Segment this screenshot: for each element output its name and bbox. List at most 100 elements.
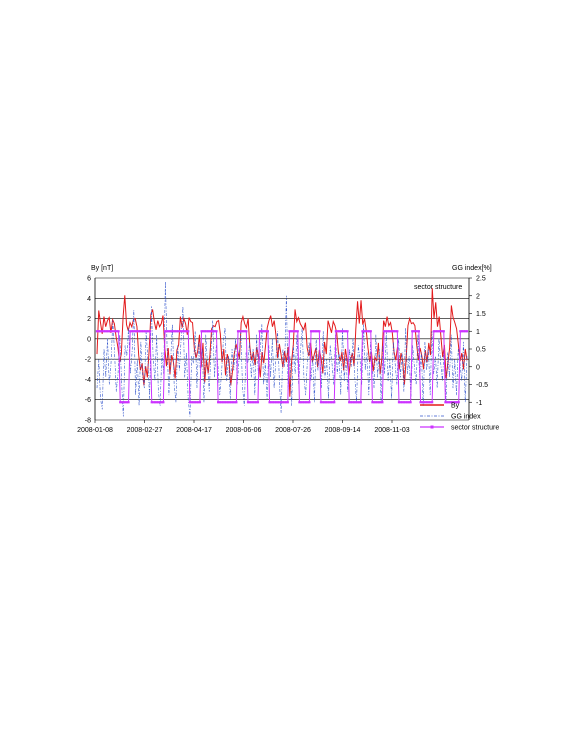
sector-structure-point xyxy=(457,401,460,404)
sector-structure-point xyxy=(238,330,241,333)
sector-structure-point xyxy=(299,401,303,404)
sector-structure-point xyxy=(231,401,235,404)
sector-structure-point xyxy=(246,401,250,404)
sector-structure-point xyxy=(387,330,391,333)
sector-structure-point xyxy=(273,401,276,404)
sector-structure-point xyxy=(333,401,336,404)
sector-structure-point xyxy=(363,330,366,333)
sector-structure-point xyxy=(107,330,110,333)
sector-structure-point xyxy=(139,330,142,333)
sector-structure-point xyxy=(127,401,130,404)
sector-structure-point xyxy=(165,330,168,333)
sector-structure-point xyxy=(404,401,407,404)
sector-structure-point xyxy=(371,401,374,404)
sector-structure-point xyxy=(286,401,289,404)
sector-structure-point xyxy=(236,330,240,333)
sector-structure-point xyxy=(427,401,430,404)
sector-structure-point xyxy=(271,401,274,404)
y-left-tick-label: -6 xyxy=(85,397,91,404)
sector-structure-point xyxy=(464,330,467,333)
sector-structure-point xyxy=(361,330,364,333)
sector-structure-point xyxy=(215,330,218,333)
sector-structure-point xyxy=(180,330,183,333)
sector-structure-point xyxy=(153,401,157,404)
sector-structure-point xyxy=(250,401,253,404)
sector-structure-point xyxy=(148,330,152,333)
sector-structure-point xyxy=(426,401,429,404)
sector-structure-point xyxy=(311,330,314,333)
sector-structure-point xyxy=(130,330,133,333)
sector-structure-point xyxy=(336,330,339,333)
sector-structure-point xyxy=(354,401,357,404)
y-right-tick-label: 1.5 xyxy=(476,311,486,318)
sector-structure-point xyxy=(308,401,311,404)
axes: 6 4 2 0 -2 -4 -6 -8 2.5 2 1.5 1 0.5 0 -0.5 -1 2008-01-08… xyxy=(77,276,488,435)
sector-structure-point xyxy=(434,330,437,333)
sector-structure-point xyxy=(329,401,333,404)
sector-structure-point xyxy=(158,401,162,404)
sector-structure-point xyxy=(381,401,384,404)
sector-structure-point xyxy=(414,330,417,333)
sector-structure-point xyxy=(163,330,167,333)
x-tick-label: 2008-01-08 xyxy=(77,427,113,434)
sector-structure-point xyxy=(157,401,160,404)
sector-structure-point xyxy=(454,401,457,404)
sector-structure-point xyxy=(323,401,326,404)
sector-structure-point xyxy=(369,330,372,333)
sector-structure-point xyxy=(392,330,396,333)
sector-structure-point xyxy=(447,401,450,404)
sector-structure-point xyxy=(95,330,99,333)
sector-structure-point xyxy=(432,330,435,333)
sector-structure-point xyxy=(366,330,369,333)
sector-structure-point xyxy=(198,401,201,404)
sector-structure-annotation: sector structure xyxy=(414,284,462,291)
x-tick-label: 2008-11-03 xyxy=(374,427,409,434)
sector-structure-point xyxy=(407,401,411,404)
y-right-tick-label: -0.5 xyxy=(476,382,488,389)
sector-structure-point xyxy=(160,401,163,404)
sector-structure-point xyxy=(112,330,115,333)
sector-structure-point xyxy=(348,401,351,404)
sector-structure-point xyxy=(197,401,200,404)
sector-structure-point xyxy=(168,330,172,333)
sector-structure-point xyxy=(150,401,153,404)
sector-structure-point xyxy=(409,401,412,404)
sector-structure-point xyxy=(382,330,386,333)
sector-structure-point xyxy=(331,401,334,404)
sector-structure-point xyxy=(152,401,155,404)
y-left-tick-label: 4 xyxy=(87,296,91,303)
sector-structure-point xyxy=(117,330,120,333)
sector-structure-point xyxy=(134,330,137,333)
sector-structure-point xyxy=(195,401,198,404)
sector-structure-point xyxy=(344,330,347,333)
sector-structure-point xyxy=(120,401,123,404)
y-axis-label-left: By [nT] xyxy=(91,265,113,272)
y-right-tick-label: 2.5 xyxy=(476,276,486,283)
sector-structure-point xyxy=(251,401,255,404)
legend-label: sector structure xyxy=(451,425,499,432)
y-left-tick-label: -2 xyxy=(85,357,91,364)
sector-structure-point xyxy=(306,401,309,404)
sector-structure-point xyxy=(223,401,226,404)
sector-structure-point xyxy=(100,330,104,333)
y-right-tick-label: 2 xyxy=(476,293,480,300)
sector-structure-point xyxy=(162,401,165,404)
sector-structure-point xyxy=(401,401,404,404)
sector-structure-point xyxy=(185,330,188,333)
sector-structure-point xyxy=(228,401,231,404)
sector-structure-point xyxy=(296,330,299,333)
sector-structure-point xyxy=(202,330,205,333)
sector-structure-point xyxy=(419,401,422,404)
sector-structure-point xyxy=(328,401,331,404)
sector-structure-point xyxy=(240,330,243,333)
sector-structure-point xyxy=(283,401,286,404)
sector-structure-point xyxy=(225,401,228,404)
sector-structure-point xyxy=(291,330,294,333)
sector-structure-point xyxy=(280,401,283,404)
sector-structure-point xyxy=(253,401,256,404)
sector-structure-point xyxy=(429,401,432,404)
sector-structure-point xyxy=(110,330,114,333)
sector-structure-point xyxy=(455,401,459,404)
legend: By GG index sector structure xyxy=(420,403,499,432)
sector-structure-point xyxy=(396,330,399,333)
